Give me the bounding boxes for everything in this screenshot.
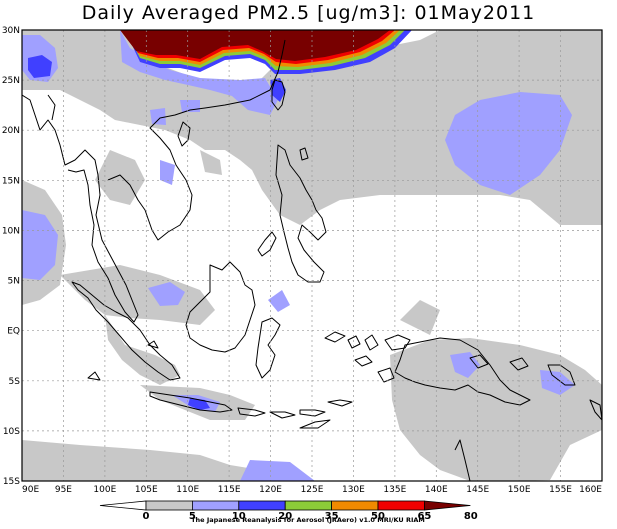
longitude-label: 155E (549, 485, 572, 495)
longitude-label: 125E (301, 485, 324, 495)
colorbar-segment (145, 500, 193, 511)
latitude-label: 5S (9, 377, 21, 387)
latitude-labels: 30N 25N 20N 15N 10N 5N EQ 5S 10S 15S (2, 26, 20, 487)
colorbar-tick-label: 5 (189, 511, 196, 522)
colorbar-tick-label: 20 (278, 511, 292, 522)
latitude-label: 15N (2, 176, 20, 186)
graticule (22, 30, 602, 481)
colorbar-tick-label: 35 (325, 511, 339, 522)
colorbar-segment (191, 500, 240, 511)
longitude-label: 95E (55, 485, 72, 495)
longitude-labels: 90E 95E 100E 105E 110E 115E 120E 125E 130E 135E 14… (22, 485, 602, 495)
colorbar-segment (238, 500, 286, 511)
plot-frame (21, 29, 603, 482)
colorbar-labels: 0 5 10 20 35 50 65 80 (143, 511, 478, 522)
longitude-label: 160E (579, 485, 602, 495)
longitude-label: 105E (135, 485, 158, 495)
longitude-label: 120E (259, 485, 282, 495)
colorbar-segment (331, 500, 379, 511)
longitude-label: 130E (342, 485, 365, 495)
latitude-label: 30N (2, 26, 20, 36)
longitude-label: 145E (466, 485, 489, 495)
latitude-label: 25N (2, 76, 20, 86)
credit-text: The Japanese Reanalysis for Aerosol (JRA… (191, 516, 425, 524)
latitude-label: 10N (2, 226, 20, 236)
latitude-label: 10S (3, 427, 20, 437)
map-title: Daily Averaged PM2.5 [ug/m3]: 01May2011 (81, 2, 536, 24)
latitude-label: 5N (8, 277, 20, 287)
colorbar-segment (377, 500, 425, 511)
colorbar-segment (99, 500, 147, 511)
longitude-label: 110E (176, 485, 199, 495)
colorbar-tick-label: 10 (232, 511, 246, 522)
colorbar-segment (423, 500, 471, 511)
longitude-label: 90E (22, 485, 39, 495)
colorbar-tick-label: 50 (371, 511, 385, 522)
colorbar-tick-label: 0 (143, 511, 150, 522)
latitude-label: 15S (3, 477, 20, 487)
colorbar-segment (284, 500, 333, 511)
longitude-label: 115E (218, 485, 241, 495)
longitude-label: 100E (93, 485, 116, 495)
latitude-label: 20N (2, 126, 20, 136)
latitude-label: EQ (7, 327, 20, 337)
longitude-label: 140E (425, 485, 448, 495)
coastlines (22, 39, 602, 481)
colorbar (99, 500, 471, 511)
pm25-high-plume (120, 30, 412, 74)
colorbar-tick-label: 80 (464, 511, 478, 522)
longitude-label: 150E (508, 485, 531, 495)
colorbar-tick-label: 65 (417, 511, 431, 522)
longitude-label: 135E (383, 485, 406, 495)
